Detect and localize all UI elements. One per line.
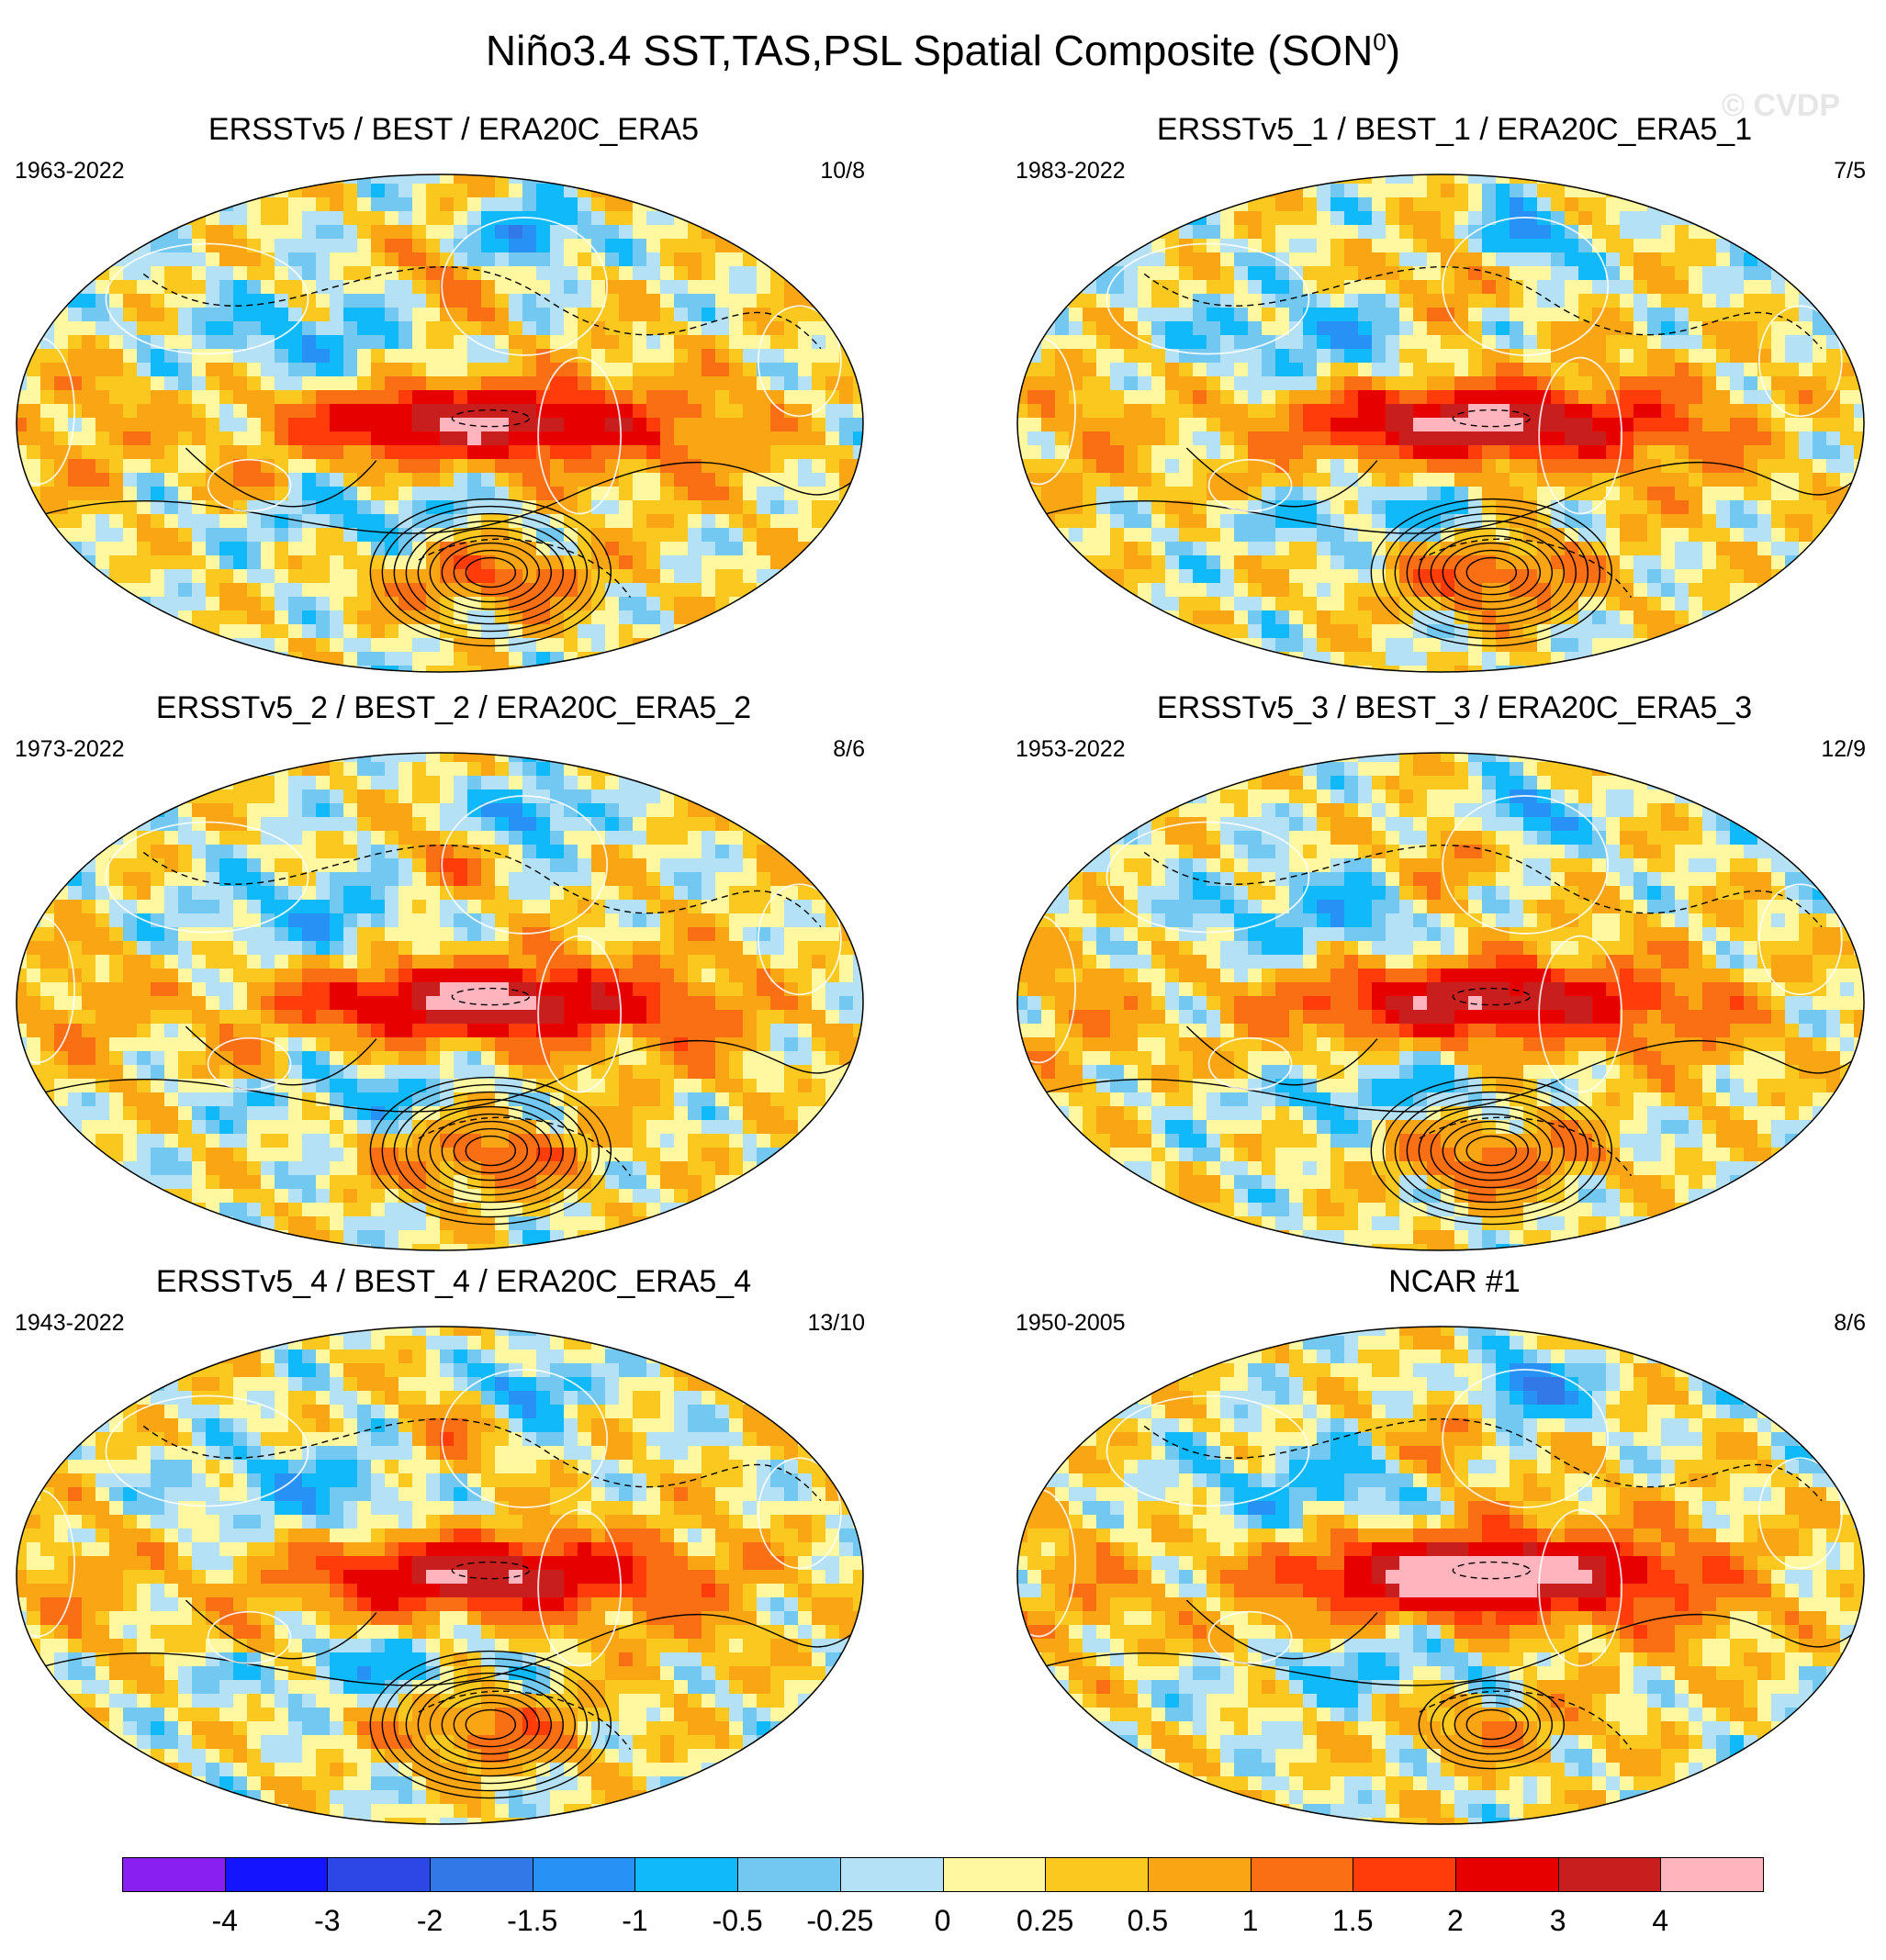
panel-years: 1953-2022: [1016, 736, 1126, 762]
panel-title: NCAR #1: [1388, 1264, 1521, 1299]
panel-event-count: 13/10: [807, 1310, 865, 1336]
colorbar-tick-label: -3: [314, 1904, 341, 1937]
global-anomaly-map: [1016, 752, 1865, 1251]
global-anomaly-map: [16, 752, 864, 1251]
colorbar-swatch: [430, 1857, 533, 1892]
panel-years: 1973-2022: [15, 736, 125, 762]
panel-years: 1943-2022: [15, 1310, 125, 1336]
figure-title-text: Niño3.4 SST,TAS,PSL Spatial Composite (S…: [485, 27, 1374, 74]
map-border: [16, 174, 864, 673]
panel-title: ERSSTv5_1 / BEST_1 / ERA20C_ERA5_1: [1156, 112, 1753, 147]
map-panel: NCAR #1 1950-2005 8/6: [1014, 1264, 1886, 1833]
panel-title: ERSSTv5_2 / BEST_2 / ERA20C_ERA5_2: [155, 690, 752, 725]
colorbar-tick-label: 1.5: [1332, 1904, 1374, 1937]
psl-contours: [17, 266, 863, 647]
coastlines: [1017, 795, 1843, 1093]
psl-contours: [1017, 845, 1864, 1226]
colorbar-swatch: [1353, 1857, 1456, 1892]
panel-title: ERSSTv5 / BEST / ERA20C_ERA5: [208, 112, 700, 147]
colorbar-swatch: [1557, 1857, 1662, 1892]
colorbar-tick-label: -0.25: [806, 1904, 874, 1937]
figure-title: Niño3.4 SST,TAS,PSL Spatial Composite (S…: [0, 26, 1886, 75]
panel-event-count: 10/8: [820, 158, 865, 184]
psl-contours: [17, 845, 863, 1226]
colorbar-swatch: [839, 1857, 944, 1892]
psl-contours: [1017, 266, 1864, 647]
map-border: [16, 1326, 864, 1825]
colorbar-tick-label: 3: [1549, 1904, 1566, 1937]
panel-event-count: 12/9: [1821, 736, 1866, 762]
panel-title: ERSSTv5_3 / BEST_3 / ERA20C_ERA5_3: [1156, 690, 1753, 725]
map-panel: ERSSTv5_4 / BEST_4 / ERA20C_ERA5_4 1943-2…: [13, 1264, 894, 1833]
colorbar-tick-label: 2: [1447, 1904, 1464, 1937]
colorbar-swatch: [1250, 1857, 1354, 1892]
panel-title: ERSSTv5_4 / BEST_4 / ERA20C_ERA5_4: [155, 1264, 752, 1299]
panel-years: 1950-2005: [1016, 1310, 1126, 1336]
panel-event-count: 8/6: [1834, 1310, 1866, 1336]
map-border: [1016, 174, 1865, 673]
panel-event-count: 8/6: [833, 736, 865, 762]
colorbar-swatch: [1660, 1857, 1764, 1892]
colorbar-swatch: [122, 1857, 226, 1892]
colorbar-tick-label: 0.25: [1016, 1904, 1074, 1937]
colorbar-swatch: [634, 1857, 739, 1892]
map-panel: ERSSTv5_3 / BEST_3 / ERA20C_ERA5_3 1953-2…: [1014, 690, 1886, 1260]
anomaly-field: [17, 174, 863, 672]
colorbar-tick-label: 4: [1652, 1904, 1669, 1937]
colorbar-swatch: [942, 1857, 1047, 1892]
psl-contours: [1017, 1418, 1864, 1770]
colorbar-tick-label: 1: [1241, 1904, 1259, 1937]
colorbar-swatch: [1045, 1857, 1149, 1892]
colorbar-tick-label: -4: [211, 1904, 238, 1937]
global-anomaly-map: [1016, 174, 1865, 673]
map-border: [16, 752, 864, 1251]
anomaly-field: [17, 753, 863, 1250]
global-anomaly-map: [1016, 1326, 1865, 1825]
figure-title-close: ): [1386, 27, 1401, 74]
map-border: [1016, 1326, 1865, 1825]
colorbar-swatch: [1147, 1857, 1252, 1892]
colorbar-tick-label: -2: [416, 1904, 443, 1937]
colorbar-tick-label: -1.5: [507, 1904, 558, 1937]
psl-contours: [17, 1418, 863, 1799]
map-border: [1016, 752, 1865, 1251]
panel-years: 1963-2022: [15, 158, 125, 184]
cvdp-watermark: © CVDP: [1722, 88, 1840, 123]
map-panel: ERSSTv5_2 / BEST_2 / ERA20C_ERA5_2 1973-2…: [13, 690, 894, 1260]
global-anomaly-map: [16, 174, 864, 673]
colorbar-tick-label: 0.5: [1127, 1904, 1169, 1937]
figure-title-superscript: 0: [1373, 28, 1386, 56]
panel-event-count: 7/5: [1834, 158, 1866, 184]
anomaly-field: [1017, 1327, 1864, 1824]
colorbar-swatch: [327, 1857, 432, 1892]
colorbar: [122, 1857, 1764, 1894]
colorbar-swatch: [1454, 1857, 1559, 1892]
colorbar-tick-label: -0.5: [712, 1904, 763, 1937]
global-anomaly-map: [16, 1326, 864, 1825]
anomaly-field: [17, 1327, 863, 1824]
colorbar-swatch: [737, 1857, 841, 1892]
map-panel: ERSSTv5_1 / BEST_1 / ERA20C_ERA5_1 1983-2…: [1014, 112, 1886, 681]
colorbar-tick-label: -1: [622, 1904, 648, 1937]
map-panel: ERSSTv5 / BEST / ERA20C_ERA5 1963-2022 10/…: [13, 112, 894, 681]
colorbar-tick-label: 0: [934, 1904, 951, 1937]
colorbar-swatch: [532, 1857, 636, 1892]
panel-years: 1983-2022: [1016, 158, 1126, 184]
colorbar-swatch: [224, 1857, 329, 1892]
